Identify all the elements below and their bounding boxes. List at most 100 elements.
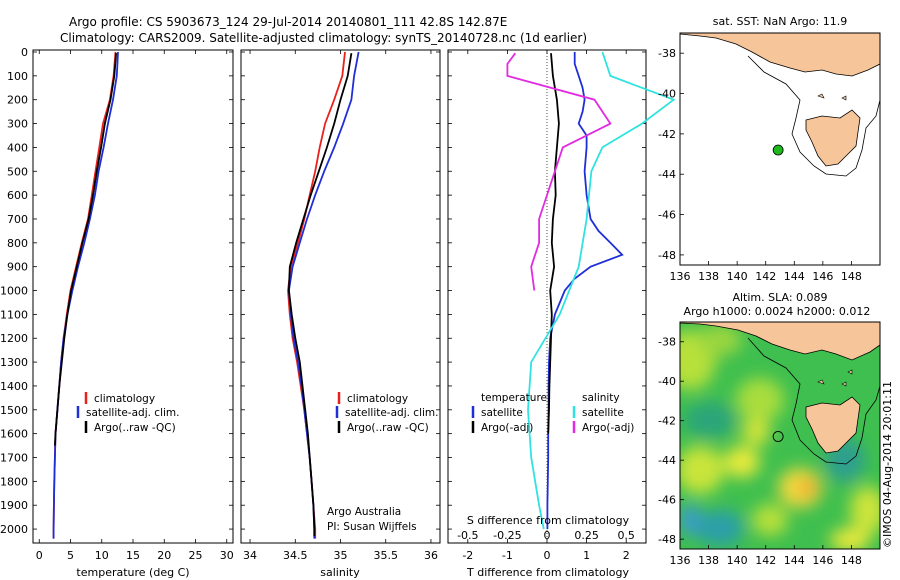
map-lat-label: -46	[658, 494, 676, 507]
sst-map-frame	[679, 32, 881, 266]
x-tick-label: 25	[189, 549, 203, 562]
depth-tick-label: 1300	[0, 356, 28, 369]
sst-map-title: sat. SST: NaN Argo: 11.9	[713, 15, 847, 28]
salinity-x-axis: 34 34.5 35 35.5 36	[243, 50, 438, 562]
depth-tick-label: 600	[7, 189, 28, 202]
depth-tick-label: 400	[7, 141, 28, 154]
legend-label: satellite	[582, 407, 624, 419]
depth-tick-label: 100	[7, 70, 28, 83]
shelf-contour	[747, 337, 880, 465]
s-tick-label: 0	[544, 529, 551, 542]
legend-label: satellite-adj. clim.	[86, 407, 179, 419]
x-tick-label: 34.5	[283, 549, 308, 562]
s-tick-label: -0.5	[457, 529, 478, 542]
sla-map-title1: Altim. SLA: 0.089	[732, 291, 827, 304]
salinity-panel-frame	[240, 49, 441, 544]
depth-tick-label: 2000	[0, 523, 28, 536]
legend-label: Argo(..raw -QC)	[347, 422, 429, 434]
temperature-series	[52, 51, 119, 539]
sla-map	[680, 322, 880, 549]
map-lon-label: 144	[784, 554, 805, 567]
series-line-argo-raw-qc-	[287, 53, 353, 537]
temperature-panel-frame	[32, 49, 234, 544]
depth-tick-label: 1900	[0, 499, 28, 512]
difference-xlabel: T difference from climatology	[466, 566, 629, 579]
x-tick-label: 35.5	[373, 549, 398, 562]
depth-tick-label: 1600	[0, 428, 28, 441]
depth-tick-label: 0	[21, 46, 28, 59]
depth-tick-label: 800	[7, 237, 28, 250]
annotation-line1: Argo Australia	[327, 506, 401, 518]
salinity-legend: climatology satellite-adj. clim. Argo(..…	[327, 392, 438, 533]
annotation-line2: PI: Susan Wijffels	[327, 521, 417, 533]
float-location-marker	[772, 431, 784, 442]
map-lat-label: -42	[658, 415, 676, 428]
map-lon-label: 148	[841, 270, 862, 283]
x-tick-label: 1	[583, 549, 590, 562]
header-line2: Climatology: CARS2009. Satellite-adjuste…	[60, 31, 587, 45]
sla-map-axes: 136 138 140 142 144 146 148 -38 -40 -42 -44 -46 -48	[658, 336, 862, 567]
depth-tick-label: 1800	[0, 475, 28, 488]
difference-xlabel-top: S difference from climatology	[467, 514, 630, 527]
x-tick-label: -2	[462, 549, 473, 562]
map-lon-label: 138	[698, 554, 719, 567]
depth-tick-label: 1100	[0, 308, 28, 321]
imos-stamp: ©IMOS 04-Aug-2014 20:01:11	[881, 381, 894, 548]
difference-legend: temperature satellite Argo(-adj) salinit…	[471, 392, 634, 434]
series-line-t-argo-adj-	[547, 53, 560, 434]
x-tick-label: 2	[623, 549, 630, 562]
depth-tick-label: 1200	[0, 332, 28, 345]
map-lon-label: 136	[670, 554, 691, 567]
salinity-series	[287, 51, 360, 539]
legend-title-temperature: temperature	[481, 392, 547, 404]
map-lat-label: -38	[658, 47, 676, 60]
series-line-s-satellite	[527, 51, 676, 530]
map-lat-label: -40	[658, 375, 676, 388]
legend-label: satellite-adj. clim.	[345, 407, 438, 419]
depth-axis: 0 100 200 300 400 500 600 700 800 900 1000 1100 1200…	[0, 46, 646, 536]
temperature-xlabel: temperature (deg C)	[76, 566, 189, 579]
series-line-satellite-adj-clim-	[52, 51, 119, 539]
bass-strait-islands	[817, 93, 847, 101]
map-lon-label: 140	[727, 554, 748, 567]
sla-map-title2: Argo h1000: 0.0024 h2000: 0.012	[684, 305, 871, 318]
map-lat-label: -42	[658, 128, 676, 141]
shelf-contour	[747, 55, 880, 177]
map-lon-label: 142	[755, 554, 776, 567]
s-tick-label: 0.5	[617, 529, 635, 542]
x-tick-label: 36	[424, 549, 438, 562]
depth-tick-label: 300	[7, 118, 28, 131]
legend-label: Argo(..raw -QC)	[94, 422, 176, 434]
map-lon-label: 138	[698, 270, 719, 283]
x-tick-label: 20	[157, 549, 171, 562]
map-lat-label: -44	[658, 168, 676, 181]
series-line-argo-raw-qc-	[54, 53, 117, 446]
legend-label: Argo(-adj)	[582, 422, 634, 434]
x-tick-label: 15	[126, 549, 140, 562]
legend-label: climatology	[94, 393, 155, 405]
x-tick-label: 34	[243, 549, 257, 562]
float-location-marker	[772, 144, 784, 156]
series-line-climatology	[287, 51, 346, 539]
depth-tick-label: 700	[7, 213, 28, 226]
difference-series	[506, 50, 676, 543]
sla-field	[680, 324, 880, 549]
temperature-x-axis: 0 5 10 15 20 25 30	[36, 50, 234, 562]
salinity-xlabel: salinity	[320, 566, 360, 579]
s-tick-label: 0.25	[574, 529, 599, 542]
map-lon-label: 146	[812, 270, 833, 283]
map-lat-label: -44	[658, 454, 676, 467]
x-tick-label: 0	[544, 549, 551, 562]
x-tick-label: 35	[334, 549, 348, 562]
map-lat-label: -48	[658, 249, 676, 262]
map-lon-label: 146	[812, 554, 833, 567]
difference-x-axis: -2 -1 0 1 2 -0.5 -0.25 0 0.25 0.5	[457, 50, 635, 562]
depth-tick-label: 1500	[0, 404, 28, 417]
map-lon-label: 144	[784, 270, 805, 283]
header-line1: Argo profile: CS 5903673_124 29-Jul-2014…	[69, 15, 507, 29]
sla-map-frame	[679, 321, 881, 550]
sst-map-axes: 136 138 140 142 144 146 148 -38 -40 -42 -44 -46 -48	[658, 47, 862, 283]
mainland-shape	[680, 33, 880, 77]
map-lat-label: -46	[658, 209, 676, 222]
